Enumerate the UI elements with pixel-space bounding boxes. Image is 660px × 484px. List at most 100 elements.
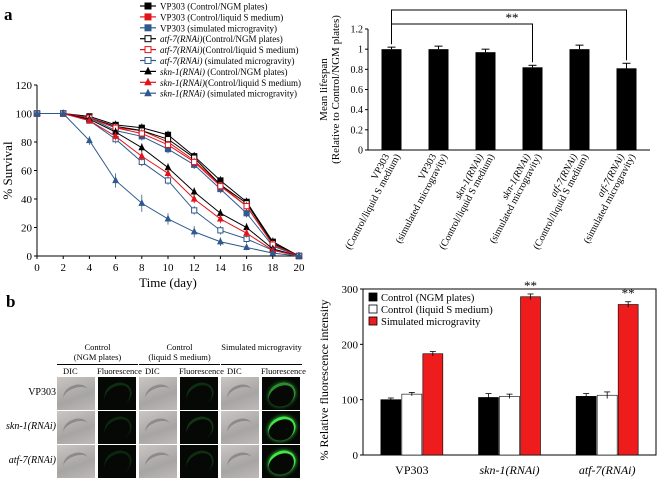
lifespan-bar <box>522 67 543 150</box>
dic-image <box>57 445 95 478</box>
survival-point <box>164 177 172 184</box>
dic-image <box>139 377 177 410</box>
survival-y-tick-label: 0 <box>27 251 33 263</box>
legend-marker <box>144 66 152 75</box>
lifespan-y-label: Mean lifespan <box>318 58 330 121</box>
survival-legend-label: VP303 (simulated microgravity) <box>160 23 277 33</box>
legend-marker <box>144 13 152 21</box>
fluorescence-image <box>98 445 136 479</box>
lifespan-bar <box>616 68 637 150</box>
gfp-worm <box>264 446 300 479</box>
lifespan-y-tick-label: 0.4 <box>351 105 364 116</box>
micrograph-column-label: DIC <box>145 366 160 376</box>
micrograph-column-label: Fluorescence <box>179 366 224 376</box>
group-title-line-1: Simulated microgravity <box>221 342 302 352</box>
dic-image <box>221 445 259 478</box>
survival-point <box>243 228 251 236</box>
survival-legend-label-rest: (Control/liquid S medium) <box>203 45 299 55</box>
fluorescence-bar <box>520 296 541 456</box>
micrograph-group-underline <box>57 364 138 365</box>
fluorescence-legend-swatch <box>368 316 378 326</box>
fluorescence-category-label: VP303 <box>395 463 428 477</box>
micrograph-column-label: Fluorescence <box>261 366 306 376</box>
fluorescence-image <box>180 377 218 411</box>
survival-y-tick-label: 80 <box>21 137 33 149</box>
fluorescence-image <box>262 411 300 445</box>
fluorescence-y-tick-label: 300 <box>342 284 359 296</box>
lifespan-bar <box>428 49 449 150</box>
micrograph-row-label: skn-1(RNAi) <box>6 421 56 432</box>
lifespan-significance-bracket <box>391 9 627 61</box>
micrograph-column-label: DIC <box>63 366 78 376</box>
dic-image <box>139 445 177 478</box>
survival-point <box>138 130 145 137</box>
panel-label-a: a <box>4 5 13 24</box>
survival-point <box>217 183 224 190</box>
micrograph-group-title: Simulated microgravity <box>221 342 302 352</box>
micrograph-group-title: Control (liquid S medium) <box>139 342 220 362</box>
survival-point <box>243 243 251 251</box>
legend-marker <box>144 35 152 43</box>
survival-legend-label: atf-7(RNAi)(Control/NGM plates) <box>160 34 283 44</box>
survival-legend-label-rest: (Control/NGM plates) <box>205 67 288 77</box>
dic-image <box>57 411 95 444</box>
micrograph-row-label: atf-7(RNAi) <box>8 455 56 466</box>
survival-point <box>164 141 172 148</box>
dic-image <box>139 411 177 444</box>
survival-point <box>85 116 93 124</box>
survival-point <box>164 163 172 171</box>
survival-point <box>191 207 198 214</box>
micrograph-column-label: DIC <box>227 366 242 376</box>
fluorescence-bar <box>401 393 423 456</box>
lifespan-category-sublabel: (Control/liquid S medium) <box>343 152 403 251</box>
survival-legend-label-rest: (Control/liquid S medium) <box>205 78 301 88</box>
gfp-worm <box>182 446 218 479</box>
survival-x-tick-label: 6 <box>113 262 119 274</box>
survival-point <box>217 227 224 234</box>
micrograph-group-title: Control (NGM plates) <box>57 342 138 362</box>
survival-x-tick-label: 14 <box>215 262 227 274</box>
survival-point <box>164 214 172 222</box>
worm-shape <box>224 381 256 408</box>
gfp-worm <box>264 412 300 445</box>
survival-legend-label-italic: atf-7(RNAi) <box>160 45 203 55</box>
survival-x-tick-label: 12 <box>189 262 200 274</box>
survival-y-tick-label: 120 <box>16 80 33 92</box>
lifespan-y-tick-label: 0 <box>358 146 363 157</box>
survival-point <box>59 109 67 117</box>
fluorescence-legend-swatch <box>368 292 378 302</box>
lifespan-significance-label: ** <box>506 10 519 25</box>
lifespan-y-tick-label: 1 <box>358 45 363 56</box>
survival-x-tick-label: 16 <box>241 262 253 274</box>
survival-legend-label-italic: atf-7(RNAi) <box>160 56 203 66</box>
survival-point <box>138 143 146 151</box>
worm-shape <box>60 415 92 442</box>
fluorescence-legend-swatch <box>368 304 378 314</box>
fluorescence-image <box>262 377 300 411</box>
survival-legend-label-italic: skn-1(RNAi) <box>160 67 205 77</box>
survival-point <box>295 251 303 259</box>
survival-y-tick-label: 60 <box>21 166 33 178</box>
survival-point <box>216 214 224 222</box>
survival-y-tick-label: 40 <box>21 194 33 206</box>
survival-legend-label: VP303 (Control/liquid S medium) <box>160 12 283 22</box>
group-title-line-1: Control <box>166 342 193 352</box>
lifespan-y-tick-label: 0.8 <box>351 65 364 76</box>
lifespan-y-label-2: (Relative to Control/NGM plates) <box>330 15 342 164</box>
worm-shape <box>142 449 174 476</box>
fluorescence-bar <box>422 353 444 456</box>
survival-point <box>269 248 277 256</box>
fluorescence-y-label: % Relative fluorescence intensity <box>317 300 331 461</box>
micrograph-group-underline <box>221 364 302 365</box>
survival-point <box>85 136 93 144</box>
fluorescence-legend-label: Control (liquid S medium) <box>381 305 493 316</box>
survival-point <box>243 203 250 210</box>
survival-legend-label: VP303 (Control/NGM plates) <box>160 2 268 12</box>
survival-point <box>243 210 250 217</box>
survival-legend-label-italic: skn-1(RNAi) <box>160 78 205 88</box>
survival-point <box>190 227 198 235</box>
survival-y-label: % Survival <box>0 141 15 200</box>
survival-x-tick-label: 10 <box>163 262 175 274</box>
survival-x-tick-label: 8 <box>139 262 145 274</box>
